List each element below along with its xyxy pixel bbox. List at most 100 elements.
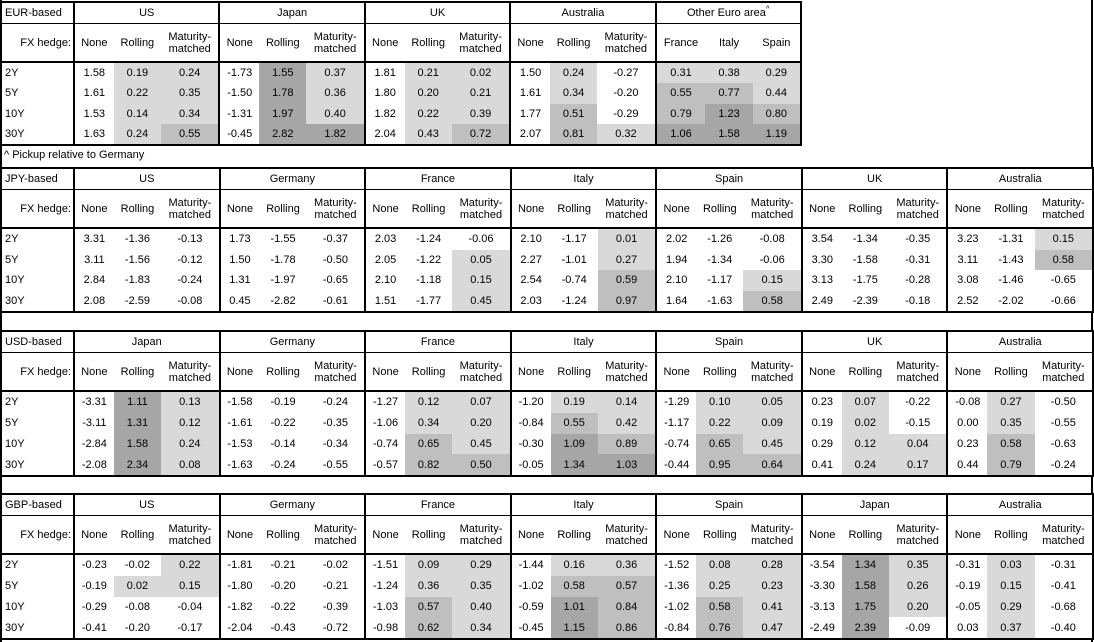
- group-name: Australia: [948, 495, 1093, 516]
- value-cell: -2.59: [113, 290, 162, 311]
- table-row-2y: -3.54 1.34 0.35: [802, 555, 947, 576]
- col-header-maturity-matched: Maturity-matched: [604, 30, 648, 55]
- col-header-maturity-matched: Maturity-matched: [750, 522, 794, 547]
- value-cell: -2.49: [802, 617, 842, 638]
- value-cell: 0.65: [404, 433, 453, 455]
- row-label-2y: 2Y: [5, 233, 19, 246]
- table-row-10y: -1.31 1.97 0.40: [220, 103, 364, 124]
- value-cell: -2.04: [220, 617, 260, 638]
- value-cell: -0.23: [75, 555, 114, 576]
- data-grid: 3.23 -1.31 0.15 3.11 -1.43 0.58 3.08 -1.46 -0.65…: [948, 229, 1093, 311]
- table-band-3: GBP-based FX hedge: 2Y 5Y 10Y 30Y US None Rollin…: [0, 493, 1094, 640]
- col-header-italy: Italy: [718, 36, 740, 49]
- value-cell: 0.79: [656, 103, 706, 124]
- column-headers: None Rolling Maturity-matched: [75, 353, 219, 392]
- value-cell: -0.19: [948, 575, 988, 597]
- value-cell: 3.08: [948, 270, 988, 291]
- col-header-none: None: [226, 36, 253, 49]
- value-cell: -0.19: [75, 575, 114, 597]
- value-cell: -0.24: [161, 270, 219, 291]
- table-row-2y: -1.51 0.09 0.29: [366, 555, 510, 576]
- value-cell: -1.56: [113, 249, 162, 270]
- value-cell: 2.49: [802, 290, 842, 311]
- table-row-2y: -0.08 0.27 -0.50: [948, 392, 1093, 413]
- value-cell: 2.07: [511, 123, 550, 144]
- value-cell: -0.24: [259, 454, 307, 475]
- group-name: Australia: [511, 3, 655, 24]
- value-cell: 1.31: [113, 412, 162, 434]
- table-row-10y: -0.59 1.01 0.84: [511, 596, 656, 618]
- value-cell: 0.07: [841, 392, 890, 413]
- label-column: JPY-based FX hedge: 2Y 5Y 10Y 30Y: [0, 167, 75, 313]
- column-headers: None Rolling Maturity-matched: [802, 190, 947, 229]
- data-grid: -1.73 1.55 0.37 -1.50 1.78 0.36 -1.31 1.97 0.40-…: [220, 63, 364, 144]
- value-cell: 0.80: [752, 103, 800, 124]
- value-cell: -0.31: [889, 249, 947, 270]
- group-name: UK: [802, 169, 947, 190]
- value-cell: -0.06: [452, 229, 510, 250]
- col-header-none: None: [954, 528, 981, 541]
- table-row-2y: -1.44 0.16 0.36: [511, 555, 656, 576]
- value-cell: -1.24: [550, 290, 598, 311]
- table-row-2y: 0.31 0.38 0.29: [656, 63, 800, 84]
- table-row-30y: -0.45 1.15 0.86: [511, 617, 656, 638]
- col-header-none: None: [954, 202, 981, 215]
- value-cell: -0.74: [657, 433, 697, 455]
- table-row-2y: 3.31 -1.36 -0.13: [75, 229, 219, 250]
- value-cell: 0.55: [656, 83, 706, 104]
- value-cell: 0.04: [889, 433, 947, 455]
- col-header-rolling: Rolling: [557, 528, 591, 541]
- group-name: US: [75, 169, 219, 190]
- value-cell: -0.41: [75, 617, 114, 638]
- col-header-maturity-matched: Maturity-matched: [1041, 359, 1085, 384]
- value-cell: -0.35: [889, 229, 947, 250]
- table-row-2y: -0.31 0.03 -0.31: [948, 555, 1093, 576]
- table-row-30y: -2.08 2.34 0.08: [75, 454, 219, 475]
- value-cell: -0.31: [948, 555, 988, 576]
- value-cell: -1.46: [987, 270, 1035, 291]
- value-cell: 1.61: [75, 83, 114, 104]
- value-cell: 0.35: [889, 555, 947, 576]
- value-cell: 0.15: [743, 270, 801, 291]
- row-label-5y: 5Y: [5, 253, 19, 266]
- col-header-maturity-matched: Maturity-matched: [605, 196, 648, 221]
- value-cell: 0.55: [550, 412, 598, 434]
- table-row-10y: -1.02 0.58 0.41: [657, 596, 801, 618]
- col-header-rolling: Rolling: [411, 528, 446, 541]
- col-header-rolling: Rolling: [556, 36, 591, 49]
- value-cell: 0.44: [752, 83, 800, 104]
- table-row-2y: 1.50 0.24 -0.27: [511, 63, 655, 84]
- value-cell: 0.38: [705, 63, 753, 84]
- table-row-10y: -1.03 0.57 0.40: [366, 596, 510, 618]
- column-headers: None Rolling Maturity-matched: [75, 516, 219, 555]
- value-cell: 1.53: [75, 103, 114, 124]
- table-row-10y: -2.84 1.58 0.24: [75, 433, 219, 455]
- value-cell: -1.58: [220, 392, 260, 413]
- value-cell: 0.37: [987, 617, 1035, 638]
- table-row-10y: 3.13 -1.75 -0.28: [802, 270, 947, 291]
- value-cell: 0.57: [404, 596, 453, 618]
- col-header-none: None: [517, 528, 545, 541]
- col-header-none: None: [372, 365, 399, 378]
- table-row-5y: 2.05 -1.22 0.05: [366, 249, 510, 270]
- table-row-10y: -0.05 0.29 -0.68: [948, 596, 1093, 618]
- col-header-maturity-matched: Maturity-matched: [605, 522, 648, 547]
- column-headers: None Rolling Maturity-matched: [366, 516, 510, 555]
- col-header-rolling: Rolling: [994, 528, 1028, 541]
- group-france: France None Rolling Maturity-matched 2.03 -1.…: [364, 167, 512, 313]
- value-cell: 0.23: [802, 392, 842, 413]
- table-row-10y: 2.10 -1.17 0.15: [657, 270, 801, 291]
- value-cell: 0.55: [161, 123, 219, 144]
- column-headers: None Rolling Maturity-matched: [365, 24, 510, 63]
- table-band-0: EUR-based FX hedge: 2Y 5Y 10Y 30Y US None Rollin…: [0, 1, 803, 146]
- value-cell: -2.02: [987, 290, 1035, 311]
- table-row-5y: -1.61 -0.22 -0.35: [220, 412, 365, 434]
- value-cell: 0.42: [597, 412, 656, 434]
- group-name: Australia: [948, 332, 1093, 353]
- table-title-jpy-based: JPY-based: [2, 169, 73, 190]
- value-cell: 1.50: [220, 249, 260, 270]
- data-grid: 2.10 -1.17 0.01 2.27 -1.01 0.27 2.54 -0.74 0.59 2…: [511, 229, 656, 311]
- value-cell: -0.22: [889, 392, 947, 413]
- value-cell: 0.41: [802, 454, 842, 475]
- value-cell: 1.58: [113, 433, 162, 455]
